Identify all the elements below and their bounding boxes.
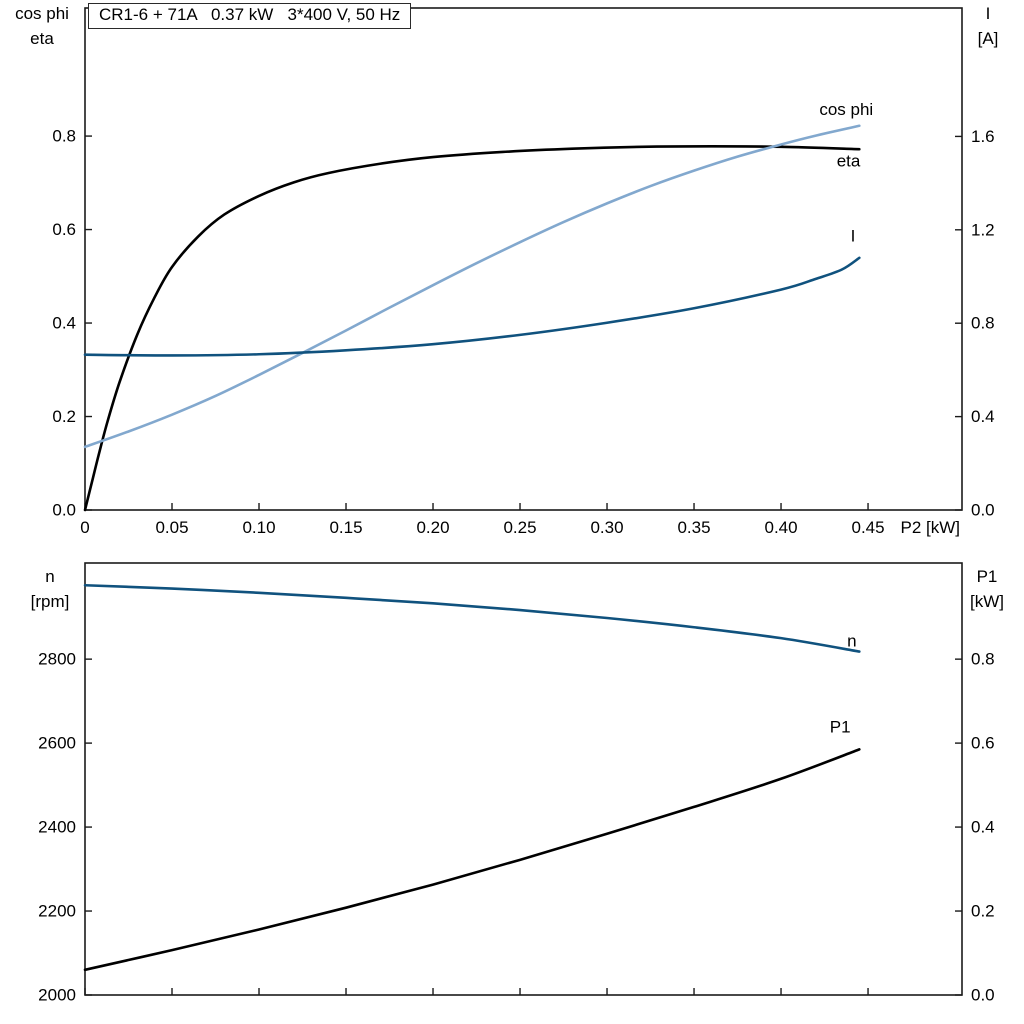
x-tick-label: 0.10	[242, 518, 275, 537]
x-tick-label: 0.40	[764, 518, 797, 537]
y-left-tick-label: 0.2	[52, 407, 76, 426]
x-tick-label: 0.05	[155, 518, 188, 537]
bottom-left-axis-label: n [rpm]	[14, 565, 86, 614]
axis-label-eta: eta	[30, 28, 54, 48]
curve-n	[83, 583, 861, 653]
y-left-tick-label: 0.6	[52, 220, 76, 239]
axis-label-current-unit: [A]	[977, 28, 999, 48]
curve-i	[83, 256, 861, 357]
y-left-tick-label: 2200	[38, 902, 76, 921]
y-right-tick-label: 1.2	[971, 220, 995, 239]
curve-cos-phi	[83, 124, 861, 449]
y-right-tick-label: 0.0	[971, 501, 995, 520]
axis-label-current: I	[985, 4, 991, 23]
x-axis-title: P2 [kW]	[900, 518, 960, 537]
plot-border	[84, 7, 963, 511]
curve-label-p1: P1	[830, 718, 851, 737]
y-right-tick-label: 0.0	[971, 986, 995, 1005]
axis-label-speed: n	[45, 567, 55, 586]
y-left-tick-label: 2400	[38, 818, 76, 837]
x-tick-label: 0.30	[590, 518, 623, 537]
y-right-tick-label: 0.4	[971, 407, 995, 426]
chart-title-box: CR1-6 + 71A 0.37 kW 3*400 V, 50 Hz	[88, 3, 412, 29]
curve-label-cos-phi: cos phi	[819, 100, 873, 119]
axis-label-cos-phi: cos phi	[15, 4, 69, 23]
axis-label-p1: P1	[976, 567, 998, 586]
x-tick-label: 0	[80, 518, 89, 537]
y-left-tick-label: 2000	[38, 986, 76, 1005]
y-right-tick-label: 0.8	[971, 314, 995, 333]
curve-label-n: n	[847, 632, 856, 651]
x-tick-label: 0.15	[329, 518, 362, 537]
y-right-tick-label: 0.4	[971, 818, 995, 837]
top-left-axis-label: cos phi eta	[4, 2, 80, 51]
y-right-tick-label: 1.6	[971, 127, 995, 146]
axis-label-speed-unit: [rpm]	[30, 591, 70, 611]
x-tick-label: 0.35	[677, 518, 710, 537]
y-left-tick-label: 0.0	[52, 501, 76, 520]
plot-border	[84, 562, 963, 996]
curve-eta	[83, 145, 861, 512]
curve-p1	[83, 748, 861, 972]
axis-label-p1-unit: [kW]	[970, 591, 1004, 611]
bottom-right-axis-label: P1 [kW]	[954, 565, 1020, 614]
y-right-tick-label: 0.8	[971, 650, 995, 669]
y-left-tick-label: 0.8	[52, 127, 76, 146]
x-tick-label: 0.25	[503, 518, 536, 537]
y-right-tick-label: 0.6	[971, 734, 995, 753]
y-right-tick-label: 0.2	[971, 902, 995, 921]
x-tick-label: 0.20	[416, 518, 449, 537]
curve-label-i: I	[851, 226, 856, 245]
y-left-tick-label: 2600	[38, 734, 76, 753]
top-right-axis-label: I [A]	[956, 2, 1020, 51]
y-left-tick-label: 0.4	[52, 314, 76, 333]
curve-label-eta: eta	[837, 151, 861, 170]
x-tick-label: 0.45	[851, 518, 884, 537]
y-left-tick-label: 2800	[38, 650, 76, 669]
